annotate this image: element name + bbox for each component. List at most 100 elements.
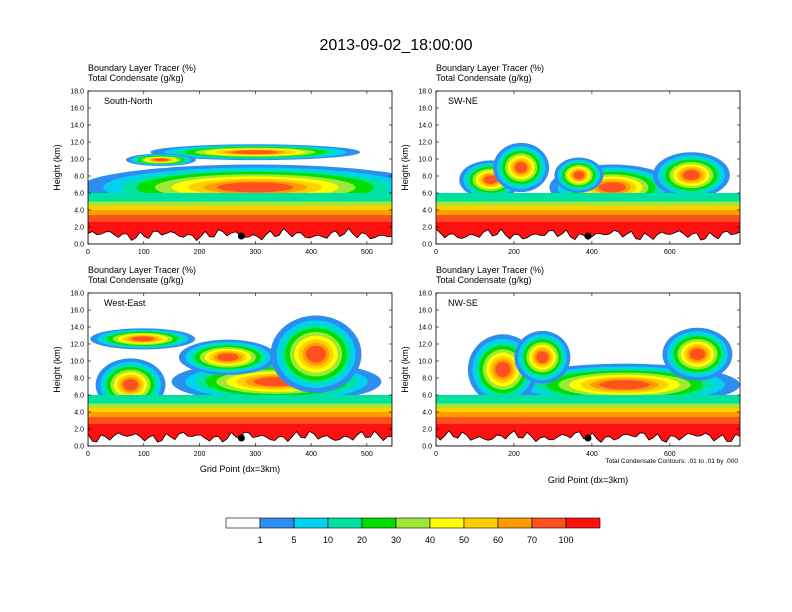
contour-level-9 <box>683 170 700 181</box>
panel-title-condensate: Total Condensate (g/kg) <box>436 275 532 285</box>
location-marker <box>237 232 245 240</box>
x-tick-label: 200 <box>194 249 206 256</box>
axes: 0.0 2.0 4.0 6.0 8.0 10.0 12.0 14.0 16.0 18.0 0 200 4… <box>418 89 740 256</box>
y-axis-label: Height (km) <box>52 346 62 393</box>
y-tick-label: 0.0 <box>74 444 84 451</box>
x-tick-label: 0 <box>86 249 90 256</box>
x-tick-label: 200 <box>194 451 206 458</box>
panel-title-tracer: Boundary Layer Tracer (%) <box>88 265 196 275</box>
colorbar-label: 20 <box>357 535 367 545</box>
field-layer <box>88 144 392 244</box>
panel-label: West-East <box>104 298 146 308</box>
y-tick-label: 4.0 <box>422 208 432 215</box>
y-tick-label: 12.0 <box>70 342 84 349</box>
y-tick-label: 16.0 <box>418 106 432 113</box>
axes: 0.0 2.0 4.0 6.0 8.0 10.0 12.0 14.0 16.0 18.0 0 200 4… <box>418 291 740 458</box>
y-tick-label: 2.0 <box>422 225 432 232</box>
y-tick-label: 18.0 <box>70 291 84 298</box>
y-tick-label: 10.0 <box>70 157 84 164</box>
y-tick-label: 6.0 <box>74 191 84 198</box>
y-tick-label: 4.0 <box>422 410 432 417</box>
colorbar-swatch <box>395 517 431 529</box>
x-tick-label: 400 <box>305 249 317 256</box>
y-tick-label: 16.0 <box>70 106 84 113</box>
y-tick-label: 6.0 <box>74 393 84 400</box>
x-axis-label: Grid Point (dx=3km) <box>200 464 280 474</box>
contour-level-9 <box>306 345 326 363</box>
y-tick-label: 6.0 <box>422 191 432 198</box>
colorbar-label: 100 <box>558 535 573 545</box>
location-marker <box>584 434 592 442</box>
panel-label: SW-NE <box>448 96 478 106</box>
x-tick-label: 0 <box>86 451 90 458</box>
colorbar-swatch <box>327 517 363 529</box>
y-tick-label: 16.0 <box>70 308 84 315</box>
contour-level-9 <box>598 182 626 193</box>
colorbar-label: 30 <box>391 535 401 545</box>
location-marker <box>237 434 245 442</box>
y-tick-label: 4.0 <box>74 208 84 215</box>
y-axis-label: Height (km) <box>400 346 410 393</box>
panel-sw-ne: Boundary Layer Tracer (%) Total Condensa… <box>400 63 741 256</box>
panel-title-condensate: Total Condensate (g/kg) <box>88 275 184 285</box>
field-layer <box>88 315 392 446</box>
y-tick-label: 14.0 <box>70 123 84 130</box>
x-tick-label: 400 <box>586 249 598 256</box>
figure-title: 2013-09-02_18:00:00 <box>319 37 472 54</box>
field-layer <box>436 142 740 244</box>
y-tick-label: 10.0 <box>418 157 432 164</box>
y-tick-label: 12.0 <box>70 140 84 147</box>
contour-level-9 <box>599 380 650 390</box>
colorbar-label: 50 <box>459 535 469 545</box>
x-tick-label: 200 <box>508 451 520 458</box>
y-tick-label: 14.0 <box>70 325 84 332</box>
colorbar-swatch <box>497 517 533 529</box>
colorbar-swatch <box>361 517 397 529</box>
x-tick-label: 300 <box>249 451 261 458</box>
contour-level-9 <box>515 162 528 173</box>
panel-title-tracer: Boundary Layer Tracer (%) <box>436 265 544 275</box>
x-tick-label: 400 <box>586 451 598 458</box>
y-tick-label: 4.0 <box>74 410 84 417</box>
x-tick-label: 300 <box>249 249 261 256</box>
panel-title-tracer: Boundary Layer Tracer (%) <box>436 63 544 73</box>
x-axis-label: Grid Point (dx=3km) <box>548 475 628 485</box>
plot-frame <box>435 292 741 447</box>
y-tick-label: 0.0 <box>422 444 432 451</box>
contour-level-9 <box>217 182 294 193</box>
colorbar-swatch <box>225 517 261 529</box>
y-tick-label: 0.0 <box>422 242 432 249</box>
colorbar-label: 70 <box>527 535 537 545</box>
y-tick-label: 14.0 <box>418 325 432 332</box>
y-tick-label: 10.0 <box>418 359 432 366</box>
contour-level-9 <box>232 150 278 154</box>
x-tick-label: 400 <box>305 451 317 458</box>
plot-frame <box>87 292 393 447</box>
contour-level-9 <box>573 171 585 179</box>
colorbar-swatch <box>259 517 295 529</box>
x-tick-label: 200 <box>508 249 520 256</box>
y-tick-label: 10.0 <box>70 359 84 366</box>
contour-level-9 <box>153 158 169 162</box>
x-tick-label: 100 <box>138 451 150 458</box>
axes: 0.0 2.0 4.0 6.0 8.0 10.0 12.0 14.0 16.0 18.0 0 100 2… <box>70 291 392 458</box>
x-tick-label: 0 <box>434 249 438 256</box>
panel-label: NW-SE <box>448 298 478 308</box>
y-tick-label: 2.0 <box>74 427 84 434</box>
y-tick-label: 2.0 <box>422 427 432 434</box>
y-tick-label: 6.0 <box>422 393 432 400</box>
colorbar-swatch <box>531 517 567 529</box>
colorbar-swatch <box>429 517 465 529</box>
contour-level-9 <box>217 353 239 362</box>
colorbar: 1 5 10 20 30 40 50 60 70 100 <box>225 517 601 545</box>
colorbar-swatch <box>565 517 601 529</box>
colorbar-swatch <box>293 517 329 529</box>
colorbar-swatch <box>463 517 499 529</box>
x-tick-label: 600 <box>664 249 676 256</box>
y-tick-label: 16.0 <box>418 308 432 315</box>
contour-level-9 <box>131 336 155 342</box>
y-tick-label: 8.0 <box>422 376 432 383</box>
contour-level-9 <box>689 348 706 360</box>
